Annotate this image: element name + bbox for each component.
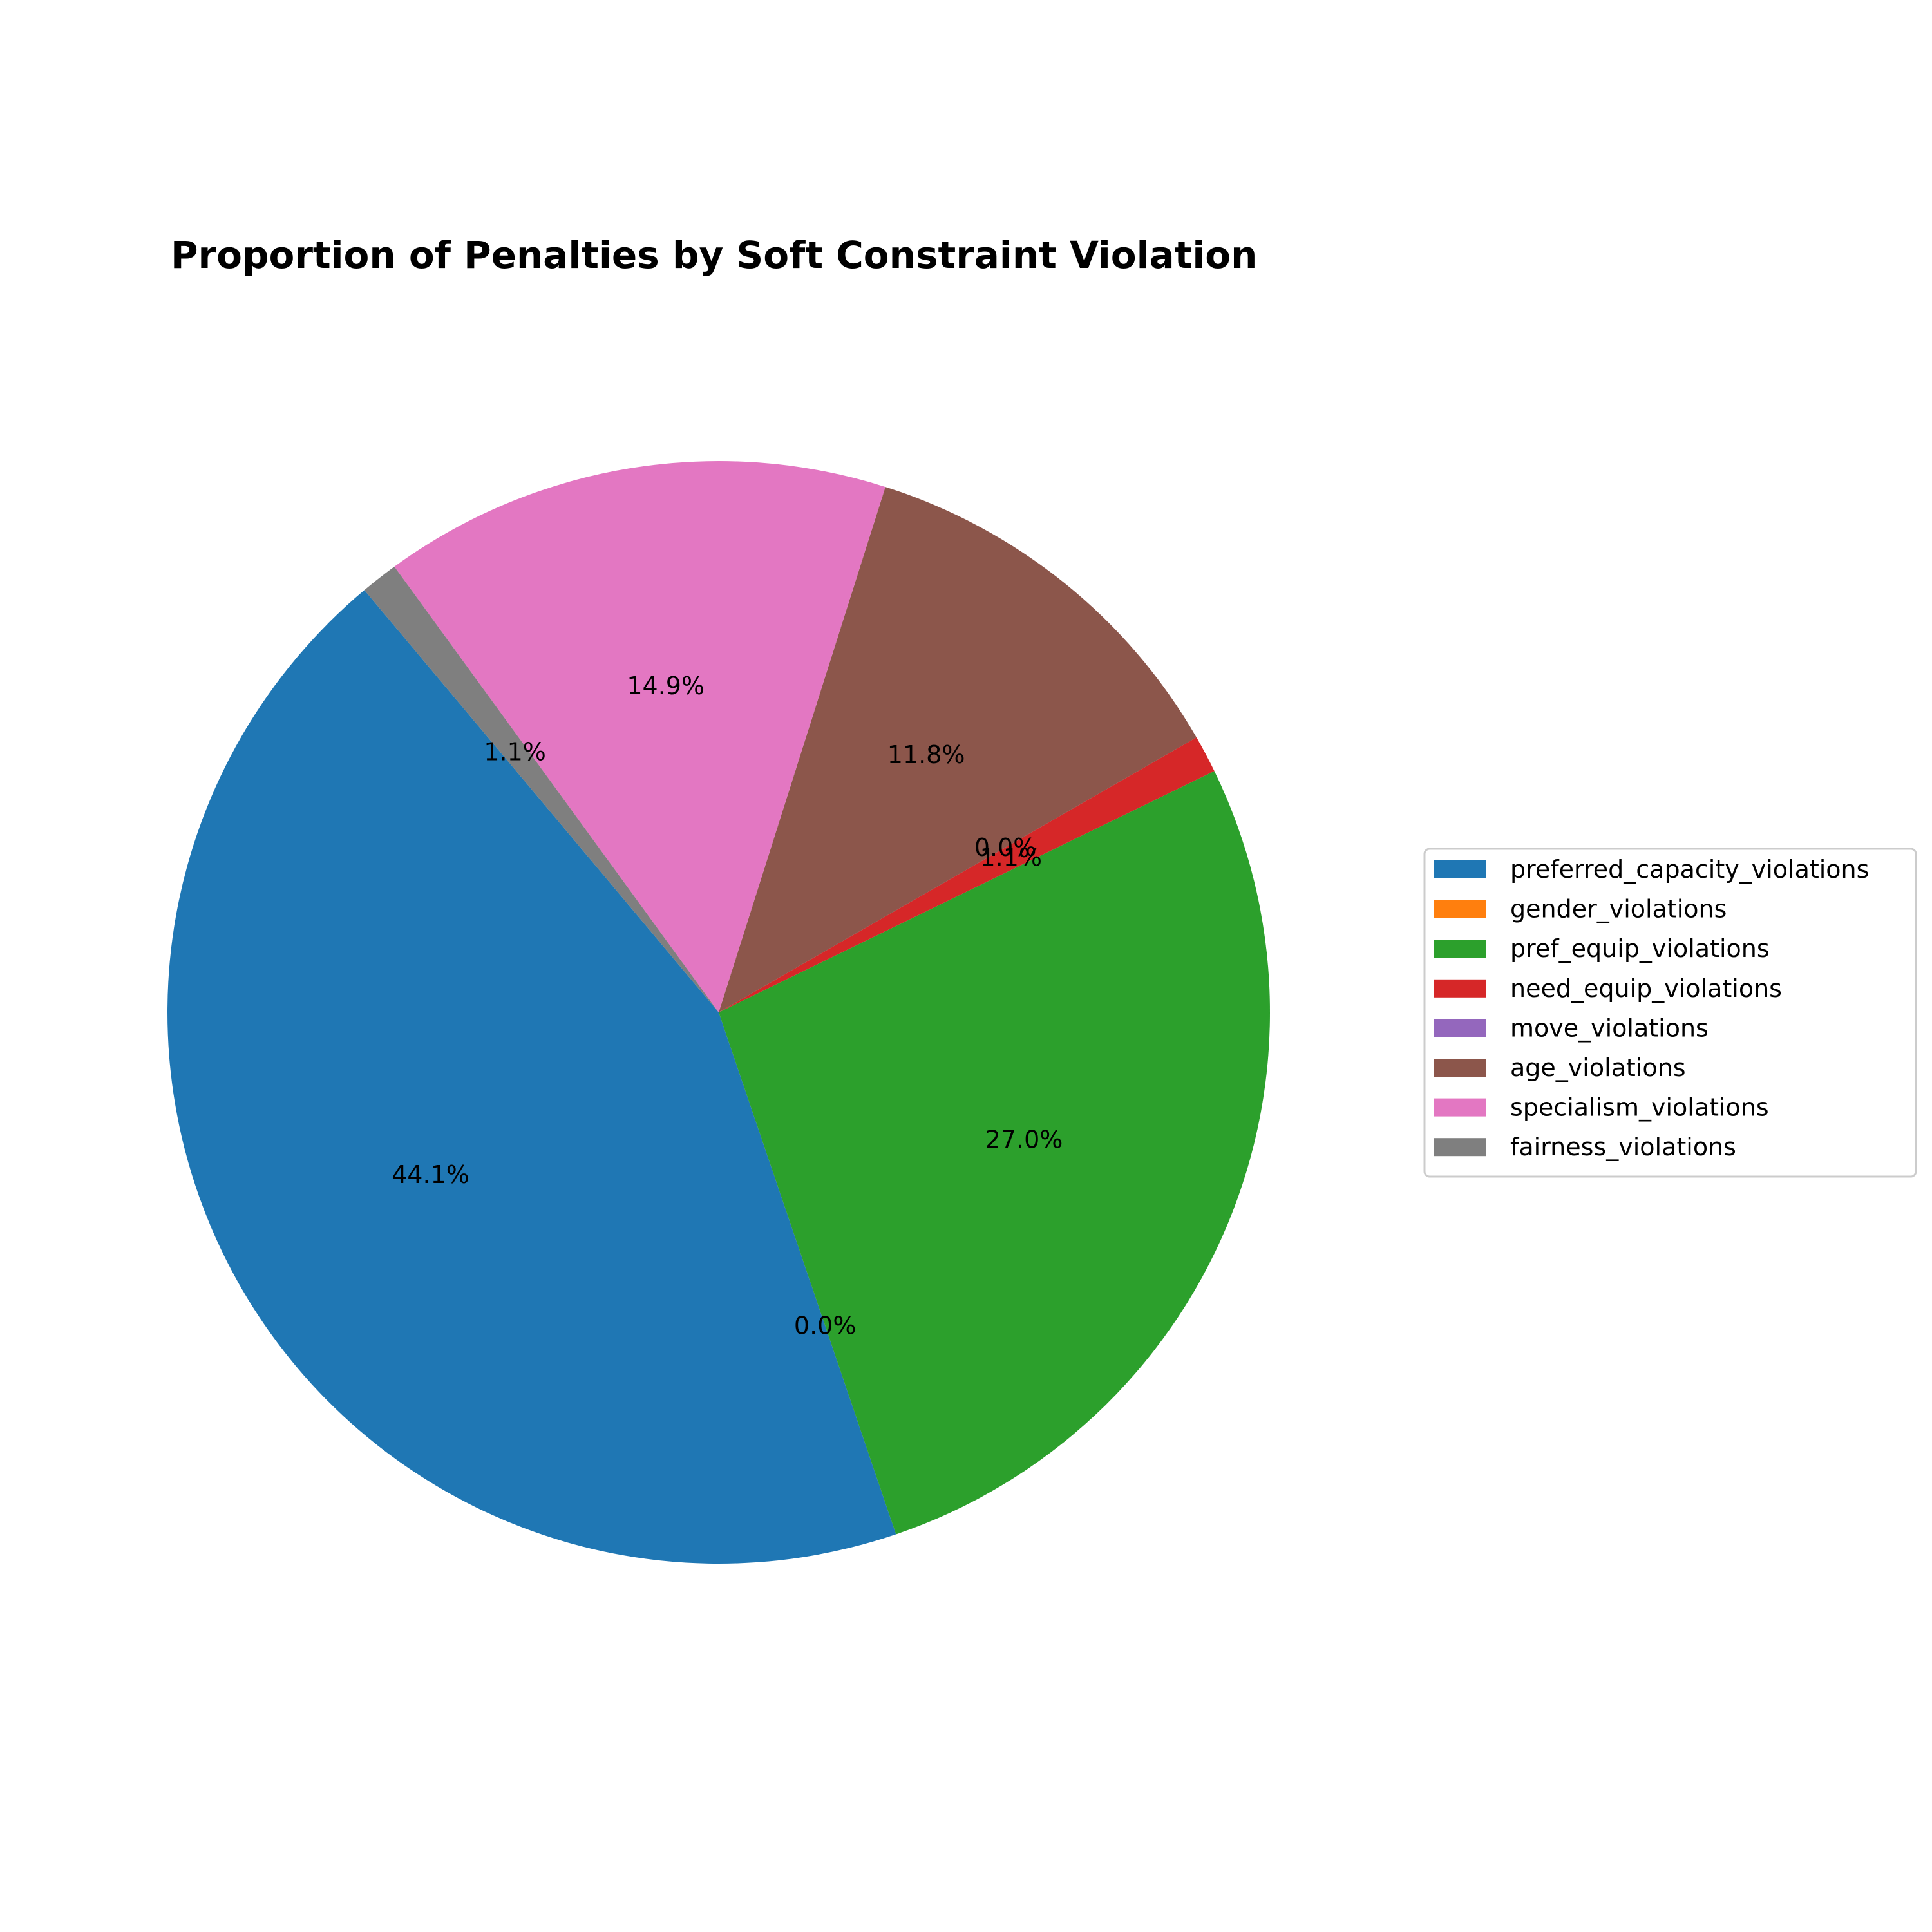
legend-label-pref-equip-violations: pref_equip_violations [1510, 934, 1770, 963]
legend-label-fairness-violations: fairness_violations [1510, 1133, 1736, 1161]
pct-label-preferred-capacity-violations: 44.1% [392, 1160, 469, 1189]
chart-title: Proportion of Penalties by Soft Constrai… [171, 233, 1257, 277]
legend-swatch-preferred-capacity-violations [1434, 860, 1486, 878]
legend-label-specialism-violations: specialism_violations [1510, 1094, 1769, 1122]
slice-need-equip-violations [719, 737, 1215, 1012]
slice-specialism-violations [394, 460, 886, 1012]
legend: preferred_capacity_violations gender_viol… [1423, 848, 1917, 1178]
pct-label-move-violations: 0.0% [974, 833, 1037, 862]
legend-label-need-equip-violations: need_equip_violations [1510, 974, 1782, 1003]
pct-label-pref-equip-violations: 27.0% [985, 1126, 1063, 1154]
legend-frame [1423, 848, 1917, 1178]
legend-items: preferred_capacity_violations gender_viol… [1434, 855, 1869, 1161]
slice-fairness-violations [364, 566, 719, 1012]
legend-swatch-age-violations [1434, 1059, 1486, 1077]
percentage-labels: 44.1%0.0%27.0%1.1%0.0%11.8%14.9%1.1% [392, 672, 1063, 1340]
legend-label-move-violations: move_violations [1510, 1014, 1709, 1042]
legend-swatch-gender-violations [1434, 900, 1486, 918]
legend-label-gender-violations: gender_violations [1510, 895, 1727, 923]
slice-age-violations [719, 487, 1197, 1012]
pie-slices [167, 460, 1270, 1564]
slice-pref-equip-violations [719, 771, 1270, 1535]
legend-swatch-fairness-violations [1434, 1138, 1486, 1157]
slice-preferred-capacity-violations [167, 590, 896, 1564]
pct-label-specialism-violations: 14.9% [627, 672, 705, 700]
pct-label-age-violations: 11.8% [887, 741, 965, 769]
pct-label-fairness-violations: 1.1% [484, 737, 546, 766]
legend-swatch-pref-equip-violations [1434, 940, 1486, 958]
pct-label-need-equip-violations: 1.1% [980, 843, 1042, 871]
legend-swatch-specialism-violations [1434, 1098, 1486, 1117]
legend-label-preferred-capacity-violations: preferred_capacity_violations [1510, 855, 1869, 884]
pct-label-gender-violations: 0.0% [794, 1311, 857, 1340]
legend-swatch-need-equip-violations [1434, 979, 1486, 998]
legend-label-age-violations: age_violations [1510, 1054, 1686, 1082]
legend-swatch-move-violations [1434, 1019, 1486, 1037]
